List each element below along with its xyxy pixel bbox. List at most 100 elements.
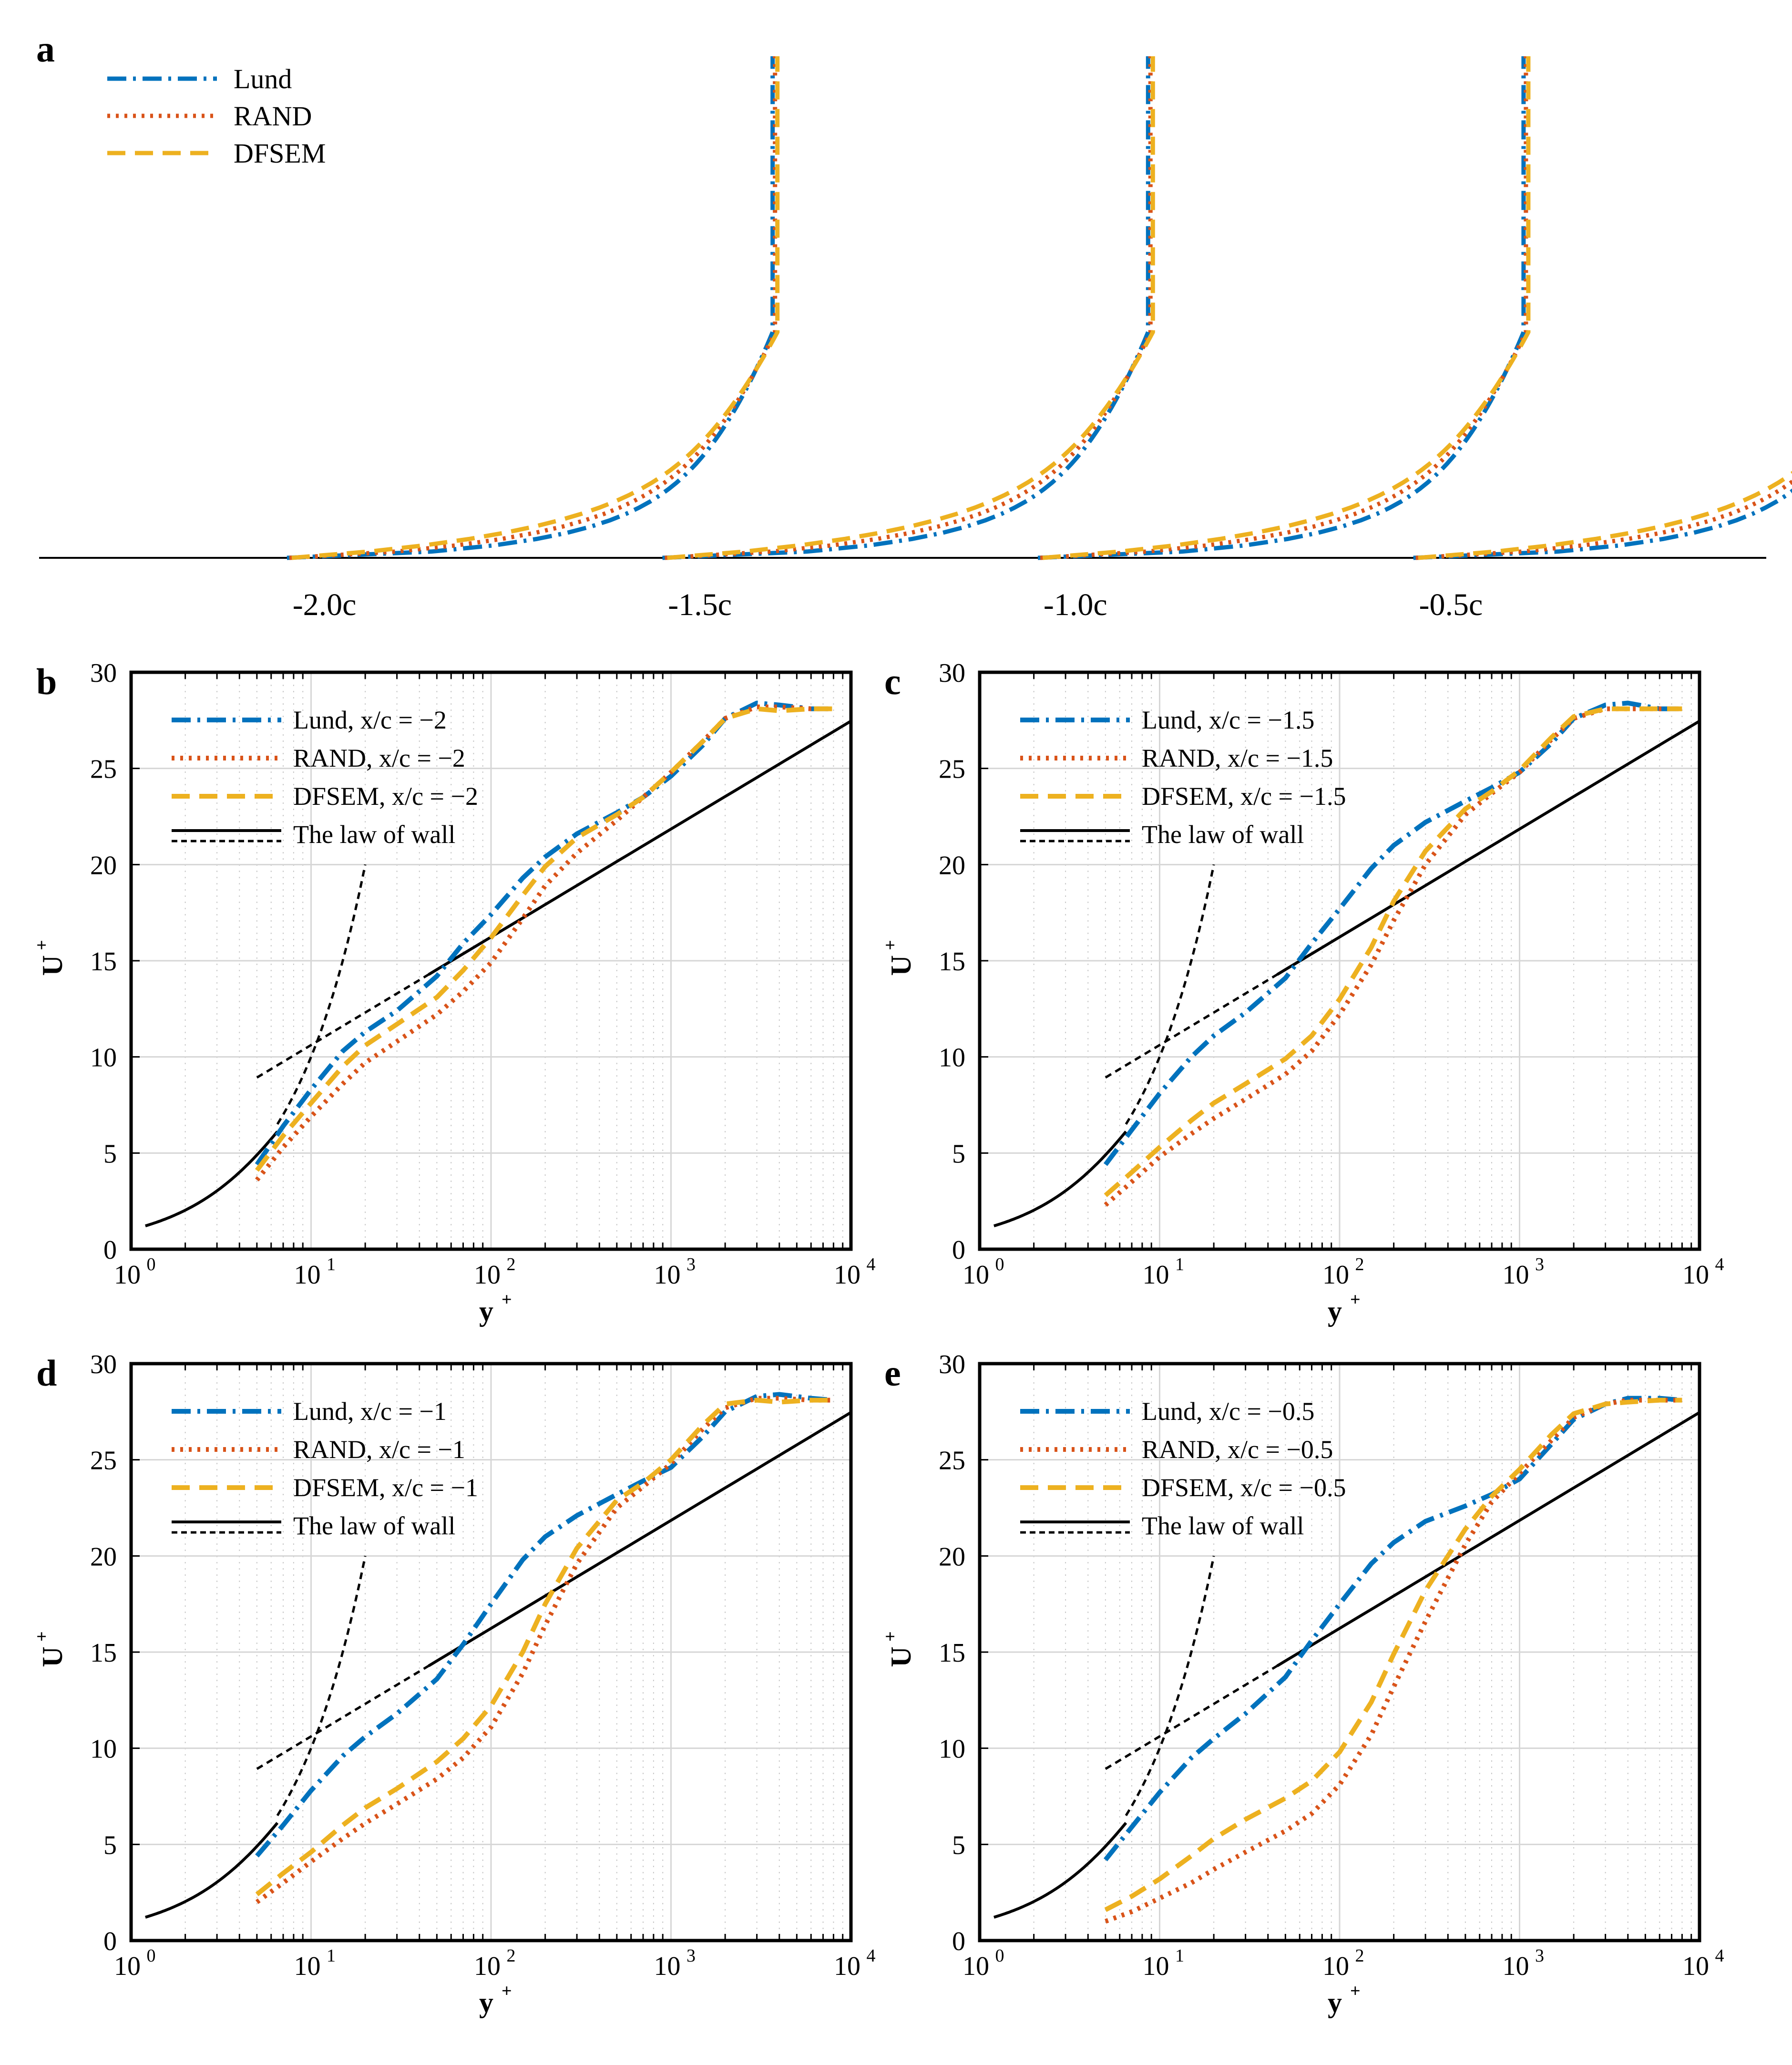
profile-lund-station-1 xyxy=(662,56,1150,560)
y-tick-label-b-1: 5 xyxy=(103,1139,117,1169)
plot-area-d xyxy=(145,1392,851,1919)
y-tick-label-d-0: 0 xyxy=(103,1927,117,1956)
y-axis-label-b: U xyxy=(37,955,68,976)
legend-label-c-3: The law of wall xyxy=(1142,820,1304,849)
y-tick-label-c-3: 15 xyxy=(939,947,965,976)
x-tick-label-e-0: 10 xyxy=(963,1952,989,1981)
law-of-wall-log-ext-d xyxy=(256,1664,430,1770)
profile-lund-station-0 xyxy=(287,56,775,560)
x-tick-label-d-0: 10 xyxy=(114,1952,141,1981)
x-tick-exp-d-1: 1 xyxy=(327,1946,336,1966)
profile-rand-station-2 xyxy=(1040,56,1528,560)
x-axis-label-b: y xyxy=(479,1295,493,1327)
law-of-wall-sublayer-d xyxy=(145,1822,279,1919)
profile-lund-station-3 xyxy=(1413,488,1792,560)
y-axis-label-group-b: U+ xyxy=(32,940,68,976)
law-of-wall-viscous-ext-e xyxy=(1125,1555,1215,1817)
y-tick-label-e-0: 0 xyxy=(952,1927,965,1956)
law-of-wall-sublayer-b xyxy=(145,1130,279,1227)
x-tick-exp-d-2: 2 xyxy=(507,1946,516,1966)
x-tick-exp-e-1: 1 xyxy=(1175,1946,1184,1966)
x-tick-exp-c-2: 2 xyxy=(1355,1254,1364,1274)
x-tick-label-c-1: 10 xyxy=(1143,1260,1169,1290)
series-lund-d xyxy=(255,1392,834,1858)
y-tick-label-d-4: 20 xyxy=(90,1542,117,1572)
legend-label-e-0: Lund, x/c = −0.5 xyxy=(1142,1397,1314,1426)
law-of-wall-log-ext-b xyxy=(256,973,430,1079)
legend-label-b-1: RAND, x/c = −2 xyxy=(293,744,465,772)
legend-label-e-3: The law of wall xyxy=(1142,1511,1304,1540)
series-lund-e xyxy=(1104,1396,1682,1861)
series-rand-c xyxy=(1104,706,1682,1207)
y-axis-label-sup-e: + xyxy=(881,1631,901,1642)
series-dfsem-d xyxy=(255,1397,834,1897)
y-tick-label-e-3: 15 xyxy=(939,1638,965,1668)
x-tick-exp-e-0: 0 xyxy=(995,1946,1004,1966)
x-tick-exp-b-2: 2 xyxy=(507,1254,516,1274)
legend-label-b-2: DFSEM, x/c = −2 xyxy=(293,782,478,811)
chart-a-profiles: -2.0c -1.5c -1.0c -0.5c Lund RAND DFSEM xyxy=(39,56,1792,622)
law-of-wall-sublayer-e xyxy=(993,1822,1127,1919)
x-tick-exp-b-0: 0 xyxy=(147,1254,156,1274)
panel-letter-a: a xyxy=(36,28,55,70)
y-axis-label-sup-b: + xyxy=(32,940,52,950)
y-tick-label-c-5: 25 xyxy=(939,755,965,784)
y-tick-label-d-5: 25 xyxy=(90,1446,117,1476)
legend-label-d-0: Lund, x/c = −1 xyxy=(293,1397,447,1426)
profile-dfsem-station-2 xyxy=(1042,56,1531,560)
plot-frame-c xyxy=(978,670,1701,1251)
y-tick-label-b-4: 20 xyxy=(90,851,117,880)
plot-area-b xyxy=(145,700,851,1227)
x-tick-exp-d-3: 3 xyxy=(686,1946,696,1966)
profile-lund-station-2 xyxy=(1037,56,1526,560)
x-tick-exp-c-0: 0 xyxy=(995,1254,1004,1274)
x-tick-exp-d-0: 0 xyxy=(147,1946,156,1966)
legend-label-e-2: DFSEM, x/c = −0.5 xyxy=(1142,1473,1346,1502)
law-of-wall-log-e xyxy=(1276,1411,1700,1667)
x-axis-label-sup-e: + xyxy=(1350,1981,1361,2001)
y-axis-label-sup-c: + xyxy=(881,940,901,950)
law-of-wall-sublayer-c xyxy=(993,1130,1127,1227)
x-tick-label-c-4: 10 xyxy=(1682,1260,1709,1290)
legend-label-d-1: RAND, x/c = −1 xyxy=(293,1435,465,1464)
x-tick-label-b-1: 10 xyxy=(294,1260,321,1290)
x-axis-label-sup-d: + xyxy=(502,1981,512,2001)
x-tick-exp-d-4: 4 xyxy=(867,1946,876,1966)
y-axis-label-c: U xyxy=(885,955,917,976)
panel-letter-e: e xyxy=(884,1352,901,1394)
y-tick-label-c-0: 0 xyxy=(952,1235,965,1265)
x-tick-exp-e-4: 4 xyxy=(1715,1946,1724,1966)
legend-label-b-0: Lund, x/c = −2 xyxy=(293,706,447,734)
legend-label-b-3: The law of wall xyxy=(293,820,455,849)
x-tick-label-d-4: 10 xyxy=(834,1952,860,1981)
y-tick-label-d-1: 5 xyxy=(103,1830,117,1860)
profile-rand-station-3 xyxy=(1415,479,1792,560)
x-tick-label-d-1: 10 xyxy=(294,1952,321,1981)
x-axis-label-sup-b: + xyxy=(502,1290,512,1310)
legend-label-c-0: Lund, x/c = −1.5 xyxy=(1142,706,1314,734)
series-dfsem-c xyxy=(1104,706,1682,1197)
x-tick-exp-b-3: 3 xyxy=(686,1254,696,1274)
x-tick-label-d-3: 10 xyxy=(654,1952,681,1981)
tick-label-a-2: -1.0c xyxy=(1044,587,1107,622)
x-tick-label-e-2: 10 xyxy=(1322,1952,1349,1981)
x-tick-label-b-3: 10 xyxy=(654,1260,681,1290)
law-of-wall-viscous-ext-b xyxy=(276,864,367,1125)
y-axis-label-d: U xyxy=(37,1646,68,1667)
x-tick-label-e-3: 10 xyxy=(1503,1952,1529,1981)
x-tick-label-b-2: 10 xyxy=(474,1260,501,1290)
profile-dfsem-station-1 xyxy=(667,56,1155,560)
law-of-wall-viscous-ext-d xyxy=(276,1555,367,1817)
x-axis-label-e: y xyxy=(1328,1987,1342,2018)
y-tick-label-d-2: 10 xyxy=(90,1735,117,1764)
profile-rand-station-1 xyxy=(665,56,1153,560)
law-of-wall-log-d xyxy=(428,1411,851,1667)
x-tick-label-b-0: 10 xyxy=(114,1260,141,1290)
x-tick-exp-c-1: 1 xyxy=(1175,1254,1184,1274)
panel-letter-b: b xyxy=(36,661,57,702)
legend-label-a-0: Lund xyxy=(234,63,292,94)
